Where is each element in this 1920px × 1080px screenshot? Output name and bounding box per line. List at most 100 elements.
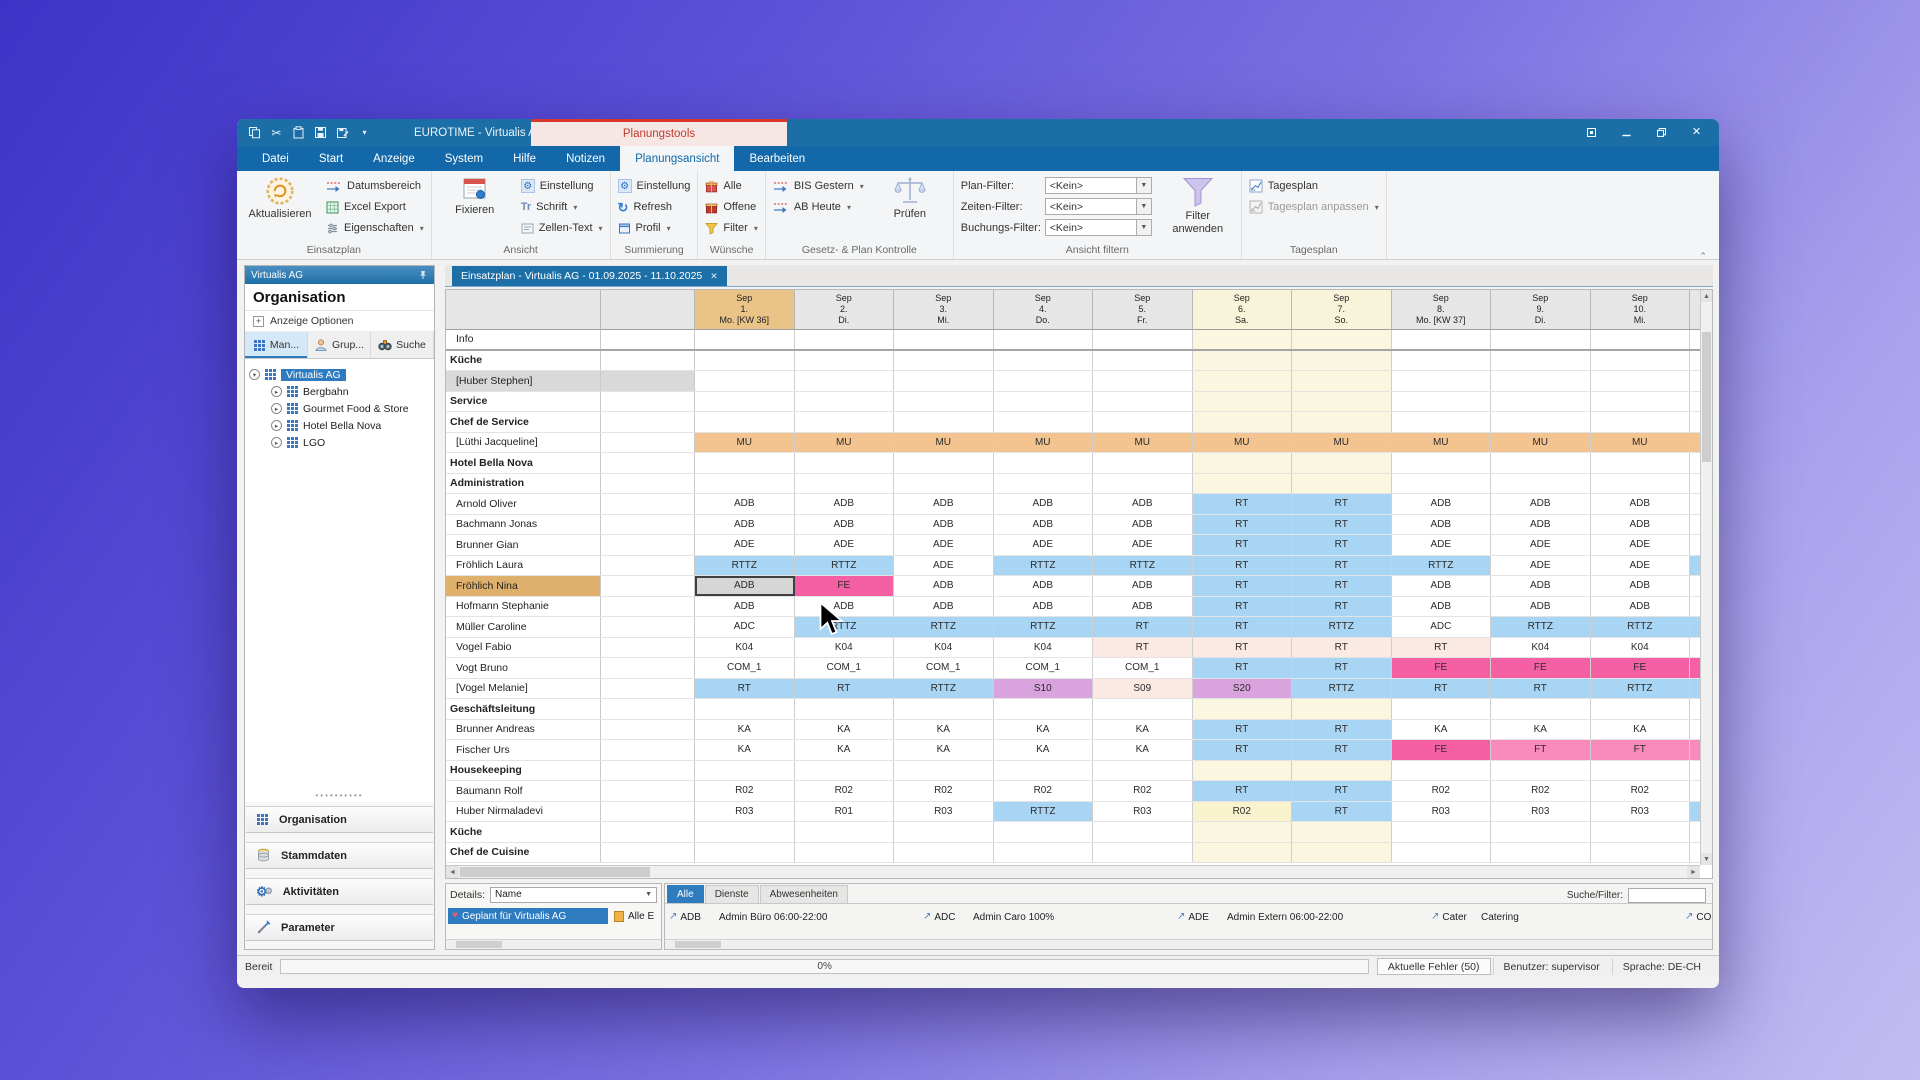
cell-r11-c7[interactable]: RT: [1292, 535, 1392, 555]
eigenschaften-button[interactable]: Eigenschaften ▾: [326, 218, 424, 238]
einstellung-button[interactable]: ⚙ Einstellung: [520, 176, 603, 196]
cell-r8-c2[interactable]: [794, 473, 894, 493]
tree-item-hotel-bella-nova[interactable]: ▸ Hotel Bella Nova: [249, 417, 430, 434]
tab-start[interactable]: Start: [304, 146, 358, 171]
cell-r11-c4[interactable]: ADE: [993, 535, 1093, 555]
cell-r25-c5[interactable]: [1093, 822, 1193, 842]
cell-r22-c8[interactable]: [1391, 760, 1491, 780]
scroll-left-icon[interactable]: ◄: [446, 866, 459, 878]
tab-notizen[interactable]: Notizen: [551, 146, 620, 171]
cell-r2-c3[interactable]: [894, 350, 994, 370]
cell-r25-c4[interactable]: [993, 822, 1093, 842]
cell-r1-c6[interactable]: [1192, 330, 1292, 349]
cell-r11-c1[interactable]: ADE: [695, 535, 795, 555]
tab-bearbeiten[interactable]: Bearbeiten: [734, 146, 820, 171]
cell-r26-c4[interactable]: [993, 842, 1093, 862]
cell-r17-c3[interactable]: COM_1: [894, 658, 994, 678]
cell-r6-c3[interactable]: MU: [894, 432, 994, 452]
row-label[interactable]: Hofmann Stephanie: [446, 596, 601, 616]
cell-r9-c3[interactable]: ADB: [894, 494, 994, 514]
cell-r1-c9[interactable]: [1491, 330, 1591, 349]
cell-r20-c10[interactable]: KA: [1590, 719, 1690, 739]
datumsbereich-button[interactable]: Datumsbereich: [326, 176, 424, 196]
cell-r2-c9[interactable]: [1491, 350, 1591, 370]
cell-r16-c8[interactable]: RT: [1391, 637, 1491, 657]
cell-r19-c10[interactable]: [1590, 699, 1690, 719]
date-header-2[interactable]: Sep 2. Di.: [794, 290, 894, 330]
status-aktuelle-fehler-50[interactable]: Aktuelle Fehler (50): [1376, 958, 1491, 975]
cell-r26-c1[interactable]: [695, 842, 795, 862]
cell-r18-c6[interactable]: S20: [1192, 678, 1292, 698]
legend-scrollbar[interactable]: [665, 939, 1712, 949]
cell-r24-c8[interactable]: R03: [1391, 801, 1491, 821]
cell-r26-c5[interactable]: [1093, 842, 1193, 862]
cell-r14-c1[interactable]: ADB: [695, 596, 795, 616]
row-label[interactable]: Housekeeping: [446, 760, 601, 780]
cell-r24-c3[interactable]: R03: [894, 801, 994, 821]
cell-r19-c2[interactable]: [794, 699, 894, 719]
cell-r16-c5[interactable]: RT: [1093, 637, 1193, 657]
cell-r26-c9[interactable]: [1491, 842, 1591, 862]
cell-r20-c4[interactable]: KA: [993, 719, 1093, 739]
cell-r24-c2[interactable]: R01: [794, 801, 894, 821]
cell-r25-c2[interactable]: [794, 822, 894, 842]
cell-r4-c9[interactable]: [1491, 391, 1591, 411]
cell-r14-c7[interactable]: RT: [1292, 596, 1392, 616]
cell-r2-c7[interactable]: [1292, 350, 1392, 370]
legend-scroll-thumb[interactable]: [675, 941, 721, 948]
cell-r8-c10[interactable]: [1590, 473, 1690, 493]
cell-r7-c6[interactable]: [1192, 453, 1292, 473]
row-label[interactable]: Service: [446, 391, 601, 411]
cell-r10-c5[interactable]: ADB: [1093, 514, 1193, 534]
cell-r12-c2[interactable]: RTTZ: [794, 555, 894, 575]
cell-r22-c2[interactable]: [794, 760, 894, 780]
cell-r17-c10[interactable]: FE: [1590, 658, 1690, 678]
row-label[interactable]: [Lüthi Jacqueline]: [446, 432, 601, 452]
sidebar-item-organisation[interactable]: Organisation: [246, 806, 433, 833]
cell-r3-c9[interactable]: [1491, 371, 1591, 391]
date-header-4[interactable]: Sep 4. Do.: [993, 290, 1093, 330]
cell-r23-c3[interactable]: R02: [894, 781, 994, 801]
cell-r21-c7[interactable]: RT: [1292, 740, 1392, 760]
cell-r3-c1[interactable]: [695, 371, 795, 391]
cell-r17-c2[interactable]: COM_1: [794, 658, 894, 678]
cell-r18-c5[interactable]: S09: [1093, 678, 1193, 698]
cell-r9-c6[interactable]: RT: [1192, 494, 1292, 514]
sidebar-tab-man[interactable]: Man...: [245, 332, 308, 358]
cell-r9-c8[interactable]: ADB: [1391, 494, 1491, 514]
cell-r5-c5[interactable]: [1093, 412, 1193, 432]
einstellung-button[interactable]: ⚙ Einstellung: [617, 176, 690, 196]
cell-r13-c1[interactable]: ADB: [695, 576, 795, 596]
buchungs-filter-select[interactable]: <Kein>: [1044, 219, 1137, 236]
restore-button[interactable]: [1655, 126, 1668, 139]
tab-datei[interactable]: Datei: [247, 146, 304, 171]
cell-r6-c6[interactable]: MU: [1192, 432, 1292, 452]
cell-r26-c2[interactable]: [794, 842, 894, 862]
cell-r16-c2[interactable]: K04: [794, 637, 894, 657]
cell-r1-c2[interactable]: [794, 330, 894, 349]
bis-gestern-button[interactable]: BIS Gestern ▾: [773, 176, 864, 196]
cell-r3-c3[interactable]: [894, 371, 994, 391]
cell-r17-c7[interactable]: RT: [1292, 658, 1392, 678]
cell-r18-c8[interactable]: RT: [1391, 678, 1491, 698]
expand-icon[interactable]: ▸: [271, 420, 282, 431]
cell-r14-c4[interactable]: ADB: [993, 596, 1093, 616]
tab-system[interactable]: System: [430, 146, 498, 171]
cell-r8-c1[interactable]: [695, 473, 795, 493]
cell-r19-c4[interactable]: [993, 699, 1093, 719]
cell-r14-c8[interactable]: ADB: [1391, 596, 1491, 616]
vertical-scrollbar[interactable]: ▲ ▼: [1700, 290, 1712, 865]
cell-r11-c3[interactable]: ADE: [894, 535, 994, 555]
cell-r8-c8[interactable]: [1391, 473, 1491, 493]
cell-r18-c7[interactable]: RTTZ: [1292, 678, 1392, 698]
cell-r5-c8[interactable]: [1391, 412, 1491, 432]
cell-r23-c7[interactable]: RT: [1292, 781, 1392, 801]
row-label[interactable]: Müller Caroline: [446, 617, 601, 637]
cell-r6-c8[interactable]: MU: [1391, 432, 1491, 452]
cell-r4-c4[interactable]: [993, 391, 1093, 411]
cell-r7-c1[interactable]: [695, 453, 795, 473]
date-header-8[interactable]: Sep 8. Mo. [KW 37]: [1391, 290, 1491, 330]
cell-r1-c10[interactable]: [1590, 330, 1690, 349]
cell-r10-c9[interactable]: ADB: [1491, 514, 1591, 534]
cell-r10-c8[interactable]: ADB: [1391, 514, 1491, 534]
